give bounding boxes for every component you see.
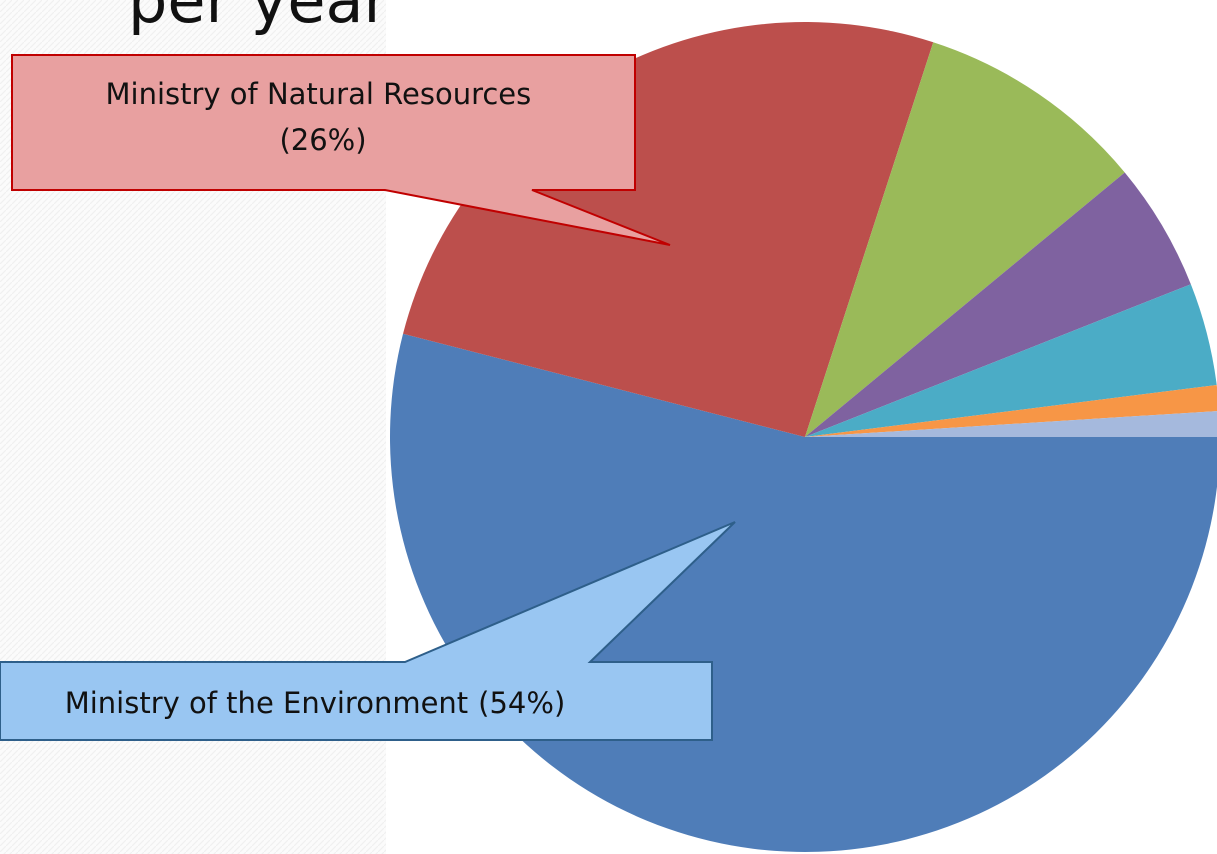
callout-label: Ministry of the Environment (54%)	[65, 686, 566, 720]
pie-slice	[805, 384, 1217, 437]
callout-label: Ministry of Natural Resources (26%)	[106, 77, 541, 157]
slide-title: per year	[128, 0, 390, 37]
value-label: (26%)	[279, 123, 366, 157]
pie-slice	[805, 42, 1125, 437]
value-label: (54%)	[478, 686, 565, 720]
pie-slice	[805, 172, 1191, 437]
pie-slice	[805, 411, 1217, 437]
category-label: Ministry of Natural Resources	[106, 77, 532, 111]
category-label: Ministry of the Environment	[65, 686, 468, 720]
callout-box	[0, 521, 736, 741]
callout-box	[11, 54, 671, 246]
pie-slice	[805, 284, 1217, 437]
